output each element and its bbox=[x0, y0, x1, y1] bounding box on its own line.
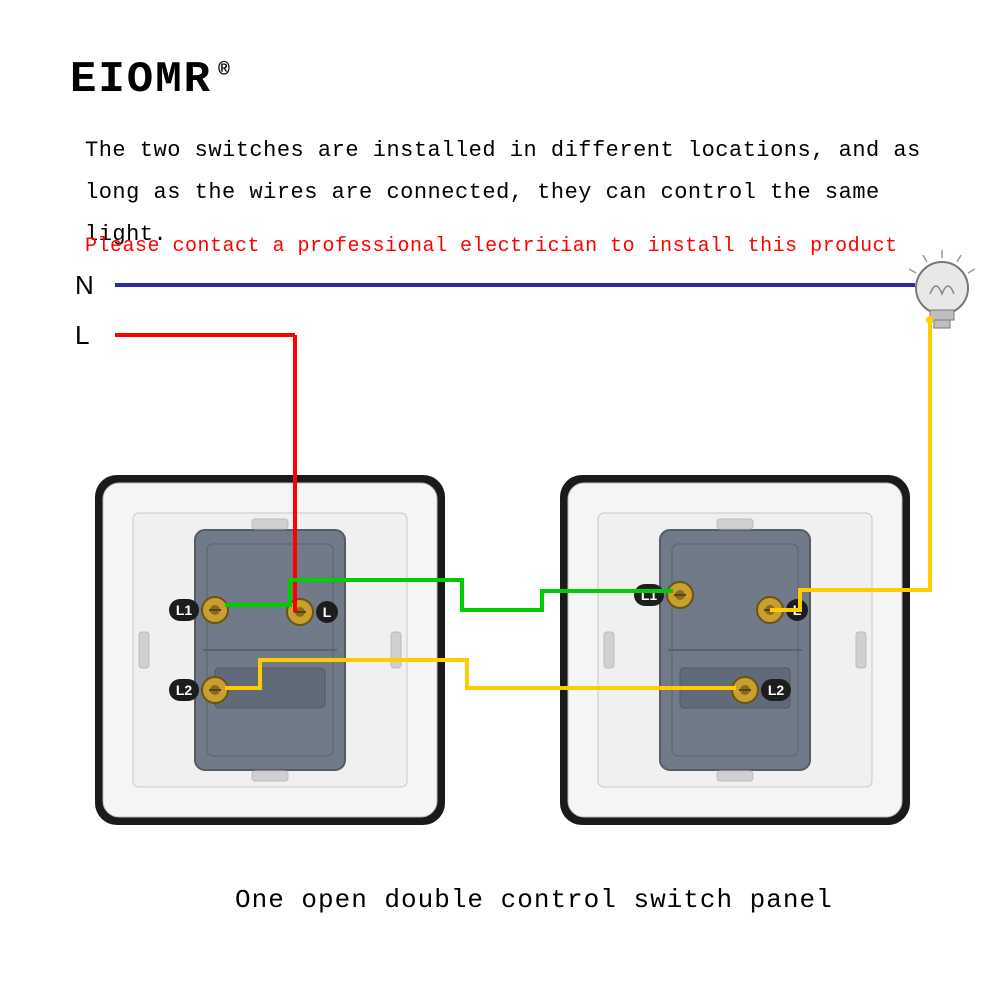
terminal-label-l2: L2 bbox=[176, 682, 193, 698]
terminal-label-l: L bbox=[323, 604, 332, 620]
terminal-label-l2: L2 bbox=[768, 682, 785, 698]
switch-2: L1LL2 bbox=[560, 475, 910, 825]
node bbox=[926, 316, 934, 324]
terminal-label-l1: L1 bbox=[176, 602, 193, 618]
wiring-svg: L1LL2L1LL2 bbox=[0, 0, 1000, 1000]
switch-1: L1 L L2 bbox=[95, 475, 445, 825]
diagram-stage: EIOMR® The two switches are installed in… bbox=[0, 0, 1000, 1000]
lightbulb-icon bbox=[909, 250, 975, 328]
